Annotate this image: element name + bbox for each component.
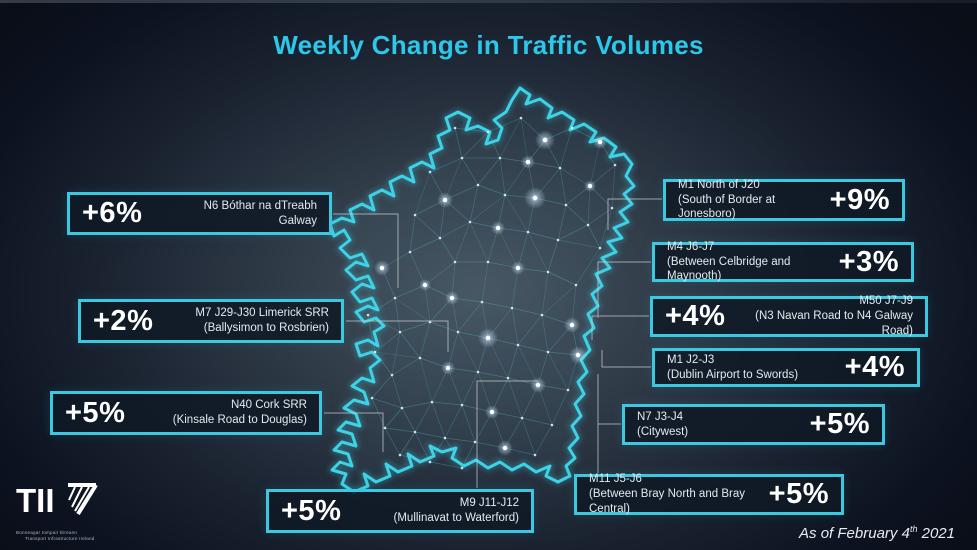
route-line1: M4 J6-J7 xyxy=(667,240,715,253)
connector-line xyxy=(333,213,399,288)
route-line1: M1 North of J20 xyxy=(678,178,760,191)
logo-subtext-english: Transport Infrastructure Ireland xyxy=(25,535,95,541)
percent-value: +9% xyxy=(829,183,890,216)
page-title: Weekly Change in Traffic Volumes xyxy=(273,30,704,60)
logo-subtext: Bonneagar Iompair Éireann Transport Infr… xyxy=(16,530,102,542)
callout-m11-bray: M11 J5-J6 (Between Bray North and Bray C… xyxy=(574,472,844,517)
percent-value: +6% xyxy=(82,197,143,229)
route-line1: M7 J29-J30 Limerick SRR xyxy=(195,307,329,320)
route-line2: (Kinsale Road to Douglas) xyxy=(172,414,307,426)
route-line1: N6 Bóthar na dTreabh xyxy=(203,199,317,212)
route-line2: (N3 Navan Road to N4 Galway Road) xyxy=(755,310,913,337)
percent-value: +2% xyxy=(93,304,154,337)
route-description: M1 J2-J3 (Dublin Airport to Swords) xyxy=(667,353,833,383)
callout-connector-lines xyxy=(324,198,662,488)
route-line2: (Ballysimon to Rosbrien) xyxy=(203,322,329,334)
route-line2: (Citywest) xyxy=(637,425,689,438)
route-line2: (Mullinavat to Waterford) xyxy=(393,512,519,524)
connector-line xyxy=(346,320,449,352)
route-line2: (South of Border at Jonesboro) xyxy=(678,193,776,221)
route-line2: (Between Celbridge and Maynooth) xyxy=(667,255,791,283)
tii-logo: TII Bonneagar Iompair Éireann Transport … xyxy=(16,482,102,542)
logo-subtext-irish: Bonneagar Iompair Éireann xyxy=(16,529,78,535)
route-description: M7 J29-J30 Limerick SRR (Ballysimon to R… xyxy=(165,306,329,336)
tii-harp-icon: TII xyxy=(16,482,98,519)
as-of-date: As of February 4th 2021 xyxy=(799,524,955,542)
route-line2: (Dublin Airport to Swords) xyxy=(667,368,799,381)
route-line1: M50 J7-J9 xyxy=(859,295,913,308)
route-line1: N7 J3-J4 xyxy=(637,410,684,423)
percent-value: +3% xyxy=(838,245,899,278)
callout-m4-maynooth: M4 J6-J7 (Between Celbridge and Maynooth… xyxy=(652,240,914,285)
callout-n6-galway: +6% N6 Bóthar na dTreabh Galway xyxy=(67,192,332,235)
route-line1: M11 J5-J6 xyxy=(589,473,642,486)
connector-line xyxy=(324,412,384,452)
route-line2: (Between Bray North and Bray Central) xyxy=(589,488,745,515)
route-description: M1 North of J20 (South of Border at Jone… xyxy=(678,178,818,223)
percent-value: +4% xyxy=(665,300,726,332)
percent-value: +5% xyxy=(768,478,829,510)
route-line1: M9 J11-J12 xyxy=(459,497,519,510)
route-description: N7 J3-J4 (Citywest) xyxy=(637,410,798,440)
callout-n7-citywest: N7 J3-J4 (Citywest) +5% xyxy=(622,404,885,445)
connector-line xyxy=(601,350,651,368)
route-line2: Galway xyxy=(278,214,317,227)
percent-value: +5% xyxy=(809,408,870,440)
connector-line xyxy=(607,198,662,230)
connector-line xyxy=(476,380,538,488)
route-description: M50 J7-J9 (N3 Navan Road to N4 Galway Ro… xyxy=(737,294,913,339)
connector-line xyxy=(597,374,621,425)
connector-line xyxy=(591,315,649,340)
connector-line xyxy=(597,261,651,318)
date-ordinal: th xyxy=(909,524,918,534)
percent-value: +5% xyxy=(281,494,342,527)
percent-value: +5% xyxy=(65,396,126,429)
callout-m9-waterford: +5% M9 J11-J12 (Mullinavat to Waterford) xyxy=(266,489,534,533)
network-mesh xyxy=(366,116,617,470)
route-line1: N40 Cork SRR xyxy=(230,399,307,412)
route-line1: M1 J2-J3 xyxy=(667,353,715,366)
percent-value: +4% xyxy=(844,351,905,383)
callout-n40-cork: +5% N40 Cork SRR (Kinsale Road to Dougla… xyxy=(50,391,322,435)
ireland-coastline xyxy=(326,84,638,496)
callout-m1-border: M1 North of J20 (South of Border at Jone… xyxy=(663,179,905,221)
callout-m7-limerick: +2% M7 J29-J30 Limerick SRR (Ballysimon … xyxy=(78,299,344,343)
as-of-date-text: As of February 4 xyxy=(799,525,910,542)
route-description: M11 J5-J6 (Between Bray North and Bray C… xyxy=(589,472,757,517)
callout-m1-airport: M1 J2-J3 (Dublin Airport to Swords) +4% xyxy=(652,348,920,387)
svg-text:TII: TII xyxy=(16,483,55,519)
route-description: N40 Cork SRR (Kinsale Road to Douglas) xyxy=(137,398,307,428)
as-of-year: 2021 xyxy=(917,525,955,542)
callout-m50: +4% M50 J7-J9 (N3 Navan Road to N4 Galwa… xyxy=(650,294,928,339)
route-description: M9 J11-J12 (Mullinavat to Waterford) xyxy=(353,496,519,526)
route-description: M4 J6-J7 (Between Celbridge and Maynooth… xyxy=(667,240,827,285)
route-description: N6 Bóthar na dTreabh Galway xyxy=(154,199,317,229)
